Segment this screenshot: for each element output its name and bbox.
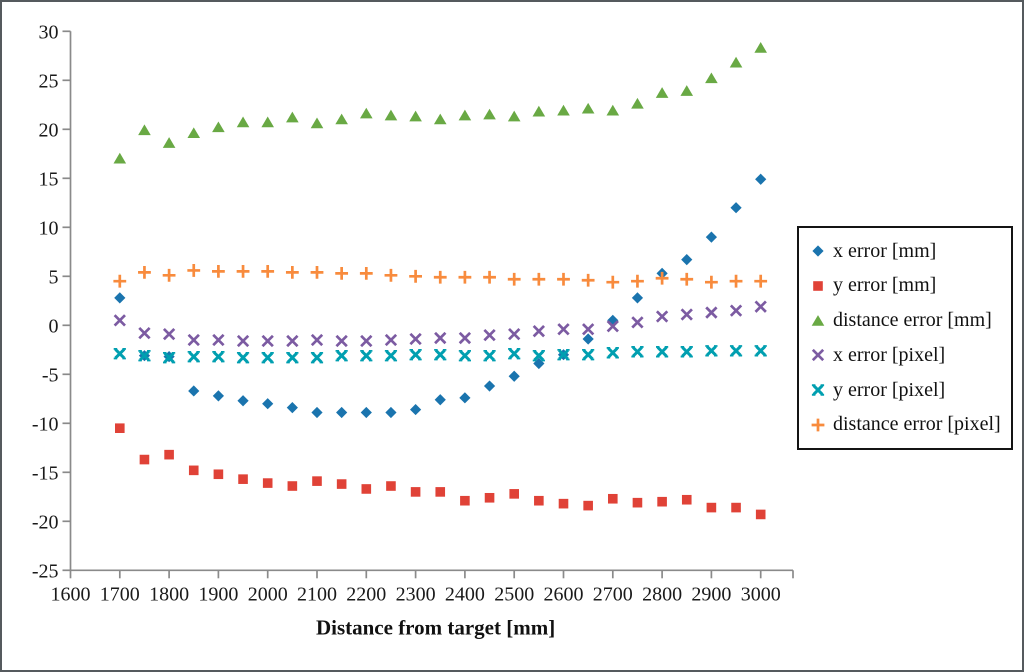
x-tick-label: 2100 xyxy=(297,583,337,605)
x-tick-label: 2000 xyxy=(248,583,288,605)
legend-label: y error [pixel] xyxy=(833,378,946,401)
legend-item: y error [mm] xyxy=(809,274,1011,297)
y-tick-label: 0 xyxy=(49,315,59,337)
y-tick-label: 25 xyxy=(39,70,59,92)
x-tick-label: 2500 xyxy=(494,583,534,605)
series-distance-error-pixel xyxy=(113,264,768,289)
x-tick-label: 1700 xyxy=(100,583,140,605)
y-tick-label: 30 xyxy=(39,21,59,43)
chart-legend: x error [mm] y error [mm] distance error… xyxy=(797,226,1013,450)
x-tick-label: 1800 xyxy=(149,583,189,605)
plus-marker-icon xyxy=(811,418,825,432)
x-axis-title: Distance from target [mm] xyxy=(316,615,555,639)
series-x-error-pixel xyxy=(113,300,767,348)
x-tick-label: 1900 xyxy=(198,583,238,605)
triangle-marker-icon xyxy=(811,314,825,326)
x-tick-label: 2700 xyxy=(593,583,633,605)
series-distance-error-mm xyxy=(113,42,767,164)
x-tick-label: 2200 xyxy=(346,583,386,605)
y-tick-label: -10 xyxy=(32,413,59,435)
x-tick-label: 2600 xyxy=(544,583,584,605)
legend-item: distance error [pixel] xyxy=(809,413,1011,436)
legend-item: x error [pixel] xyxy=(809,344,1011,367)
y-tick-label: 10 xyxy=(39,217,59,239)
x-tick-label: 1600 xyxy=(51,583,91,605)
legend-label: distance error [pixel] xyxy=(833,413,1001,436)
legend-item: distance error [mm] xyxy=(809,309,1011,332)
series-x-error-mm xyxy=(114,173,767,419)
legend-item: x error [mm] xyxy=(809,240,1011,263)
y-tick-label: -5 xyxy=(42,364,59,386)
x-tick-label: 2400 xyxy=(445,583,485,605)
legend-label: x error [mm] xyxy=(833,239,937,262)
y-tick-label: 20 xyxy=(39,119,59,141)
y-tick-label: -25 xyxy=(32,560,59,582)
square-marker-icon xyxy=(813,281,823,291)
y-tick-label: -15 xyxy=(32,462,59,484)
series-y-error-pixel xyxy=(113,345,767,364)
legend-label: y error [mm] xyxy=(833,274,937,297)
x-tick-label: 2300 xyxy=(396,583,436,605)
y-tick-label: -20 xyxy=(32,511,59,533)
series-y-error-mm xyxy=(115,423,766,520)
x-tick-label: 2900 xyxy=(691,583,731,605)
legend-label: distance error [mm] xyxy=(833,309,992,332)
x-tick-label: 3000 xyxy=(741,583,781,605)
legend-item: y error [pixel] xyxy=(809,379,1011,402)
x-tick-label: 2800 xyxy=(642,583,682,605)
y-tick-label: 15 xyxy=(39,168,59,190)
legend-label: x error [pixel] xyxy=(833,343,946,366)
x-serif-marker-icon xyxy=(811,384,825,396)
diamond-marker-icon xyxy=(812,245,824,257)
y-tick-label: 5 xyxy=(49,266,59,288)
x-marker-icon xyxy=(811,349,825,362)
